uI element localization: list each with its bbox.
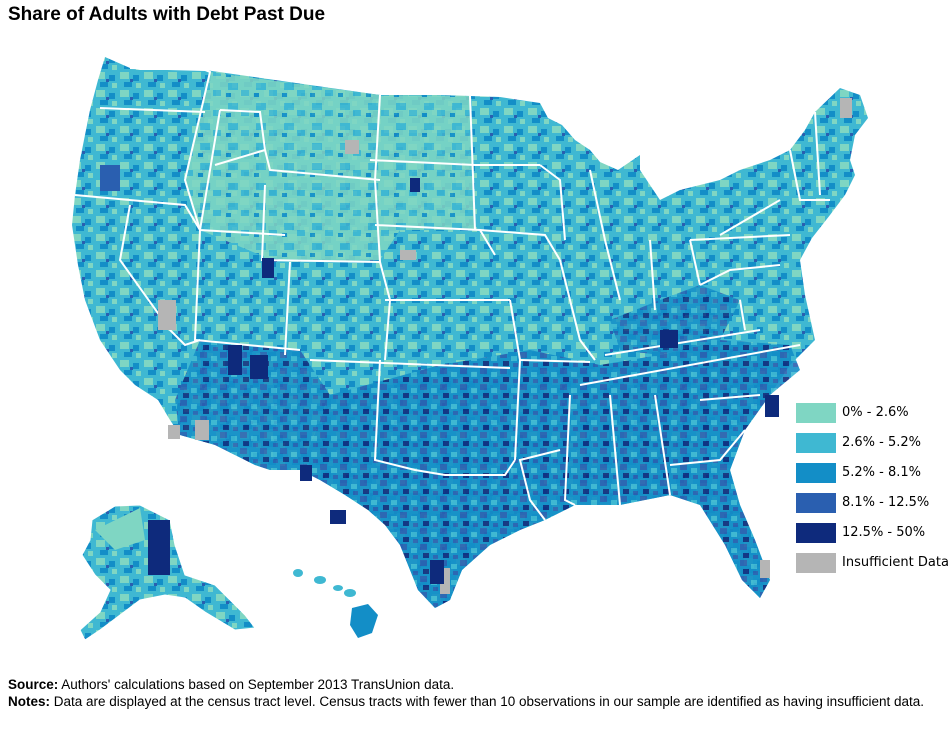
legend-swatch	[796, 493, 836, 513]
map-legend: 0% - 2.6% 2.6% - 5.2% 5.2% - 8.1% 8.1% -…	[796, 403, 950, 583]
legend-swatch	[796, 403, 836, 423]
source-line: Source: Authors' calculations based on S…	[8, 676, 938, 693]
legend-item: 5.2% - 8.1%	[796, 463, 950, 493]
alaska-light-tract	[95, 508, 145, 550]
alaska-dark-tract	[148, 520, 170, 575]
source-text: Authors' calculations based on September…	[58, 677, 455, 692]
notes-label: Notes:	[8, 694, 51, 709]
footnotes: Source: Authors' calculations based on S…	[8, 676, 938, 710]
choropleth-map	[72, 57, 868, 641]
legend-label: 0% - 2.6%	[842, 405, 909, 420]
south-region-shape	[300, 340, 800, 608]
legend-item: 0% - 2.6%	[796, 403, 950, 433]
legend-label: 5.2% - 8.1%	[842, 465, 922, 480]
north-region-shape	[185, 72, 475, 262]
legend-swatch	[796, 553, 836, 573]
legend-item: 8.1% - 12.5%	[796, 493, 950, 523]
notes-text: Data are displayed at the census tract l…	[50, 694, 924, 709]
legend-label: 12.5% - 50%	[842, 525, 926, 540]
legend-label: 2.6% - 5.2%	[842, 435, 922, 450]
legend-item: Insufficient Data	[796, 553, 950, 583]
legend-label: 8.1% - 12.5%	[842, 495, 930, 510]
notes-line: Notes: Data are displayed at the census …	[8, 693, 938, 710]
legend-item: 12.5% - 50%	[796, 523, 950, 553]
legend-swatch	[796, 433, 836, 453]
map-title: Share of Adults with Debt Past Due	[8, 4, 326, 25]
legend-item: 2.6% - 5.2%	[796, 433, 950, 463]
southwest-region-shape	[175, 340, 330, 470]
tract-highlights	[100, 98, 852, 594]
hawaii-shape	[293, 569, 378, 638]
legend-swatch	[796, 523, 836, 543]
legend-label: Insufficient Data	[842, 555, 949, 570]
legend-swatch	[796, 463, 836, 483]
source-label: Source:	[8, 677, 59, 692]
